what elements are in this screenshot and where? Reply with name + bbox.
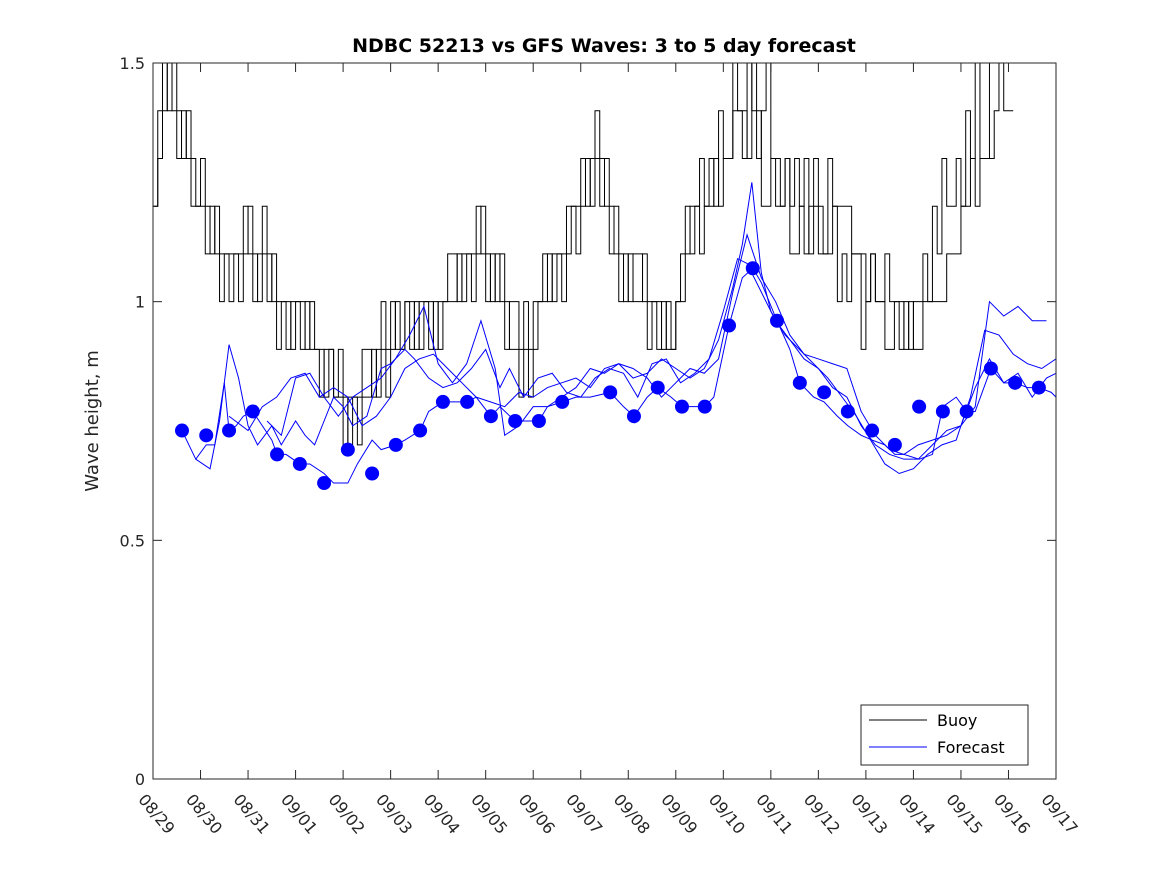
y-tick-label: 1 <box>135 293 145 312</box>
forecast-point <box>435 394 450 409</box>
forecast-point <box>413 423 428 438</box>
forecast-point <box>245 404 260 419</box>
forecast-point <box>745 261 760 276</box>
forecast-point <box>887 437 902 452</box>
forecast-point <box>340 442 355 457</box>
forecast-point <box>174 423 189 438</box>
y-tick-label: 0.5 <box>120 531 145 550</box>
forecast-point <box>1008 375 1023 390</box>
forecast-point <box>935 404 950 419</box>
forecast-point <box>840 404 855 419</box>
chart-title: NDBC 52213 vs GFS Waves: 3 to 5 day fore… <box>352 35 856 57</box>
buoy-line-jitter <box>153 63 995 446</box>
forecast-point <box>650 380 665 395</box>
forecast-point <box>792 375 807 390</box>
forecast-point <box>722 318 737 333</box>
forecast-point <box>508 414 523 428</box>
forecast-point <box>365 466 380 481</box>
forecast-point <box>483 409 498 424</box>
plot-area <box>153 63 1056 491</box>
forecast-point <box>626 409 641 424</box>
axes-frame <box>152 62 1057 780</box>
forecast-point <box>603 385 618 400</box>
legend-label-buoy: Buoy <box>937 711 977 730</box>
forecast-point <box>555 394 570 409</box>
forecast-point <box>222 423 237 438</box>
forecast-point <box>460 394 475 409</box>
forecast-point <box>270 447 285 462</box>
y-tick-label: 0 <box>135 770 145 789</box>
forecast-point <box>531 414 546 428</box>
forecast-point <box>674 399 689 414</box>
forecast-point <box>317 476 332 491</box>
series-layer <box>153 63 1056 491</box>
legend-box <box>860 704 1029 766</box>
forecast-point <box>959 404 974 419</box>
forecast-point <box>865 423 880 438</box>
forecast-point <box>770 313 785 328</box>
forecast-point <box>912 399 927 414</box>
y-axis-label: Wave height, m <box>82 350 103 491</box>
forecast-point <box>388 437 403 452</box>
forecast-point <box>1031 380 1046 395</box>
forecast-run-line-2 <box>195 257 1056 470</box>
forecast-point <box>983 361 998 376</box>
legend: Buoy Forecast <box>860 704 1029 766</box>
legend-label-forecast: Forecast <box>937 738 1005 757</box>
forecast-point <box>199 428 214 443</box>
y-axis-label-group: Wave height, m <box>82 350 103 491</box>
forecast-point <box>292 456 307 471</box>
forecast-point <box>697 399 712 414</box>
y-tick-label: 1.5 <box>120 54 145 73</box>
forecast-point <box>817 385 832 400</box>
forecast-run-line-3 <box>228 182 1056 475</box>
